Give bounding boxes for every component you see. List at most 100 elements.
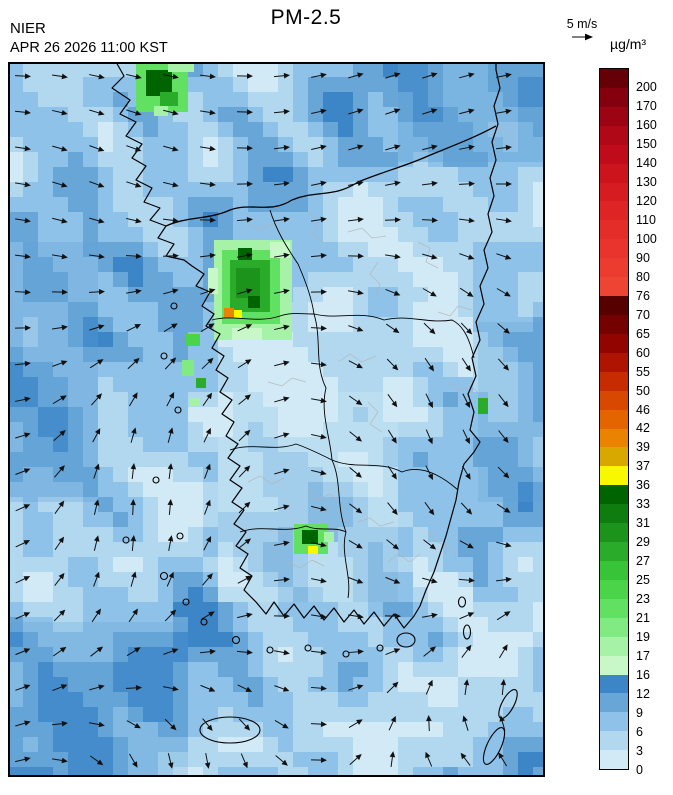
- wind-vector-arrow: [126, 145, 142, 152]
- dmz-line: [165, 125, 497, 227]
- wind-vector-arrow: [497, 323, 510, 334]
- wind-vector-arrow: [311, 108, 327, 115]
- wind-vector-arrow: [274, 396, 290, 403]
- colorbar-segment: [600, 144, 628, 164]
- wind-vector-arrow: [53, 430, 66, 442]
- wind-vector-arrow: [310, 757, 327, 763]
- wind-vector-arrow: [93, 571, 100, 587]
- colorbar-segment: [600, 333, 628, 353]
- wind-vector-arrow: [385, 648, 401, 655]
- wind-vector-arrow: [236, 649, 253, 656]
- wind-vector-arrow: [238, 394, 251, 405]
- wind-vector-arrow: [238, 501, 251, 514]
- colorbar-segment: [600, 296, 628, 315]
- wind-vector-arrow: [495, 144, 512, 151]
- wind-vector-arrow: [89, 684, 105, 691]
- wind-vector-arrow: [424, 357, 435, 372]
- colorbar-segment: [600, 485, 628, 505]
- wind-vector-arrow: [89, 73, 105, 80]
- wind-vector-arrow: [204, 753, 211, 769]
- colorbar-tick-label: 3: [636, 744, 643, 759]
- wind-vector-arrow: [92, 428, 101, 443]
- wind-vector-arrow: [54, 536, 65, 551]
- wind-vector-arrow: [93, 499, 100, 515]
- wind-vector-arrow: [130, 499, 136, 516]
- wind-vector-arrow: [52, 73, 68, 80]
- wind-vector-arrow: [385, 144, 401, 151]
- colorbar-tick-label: 60: [636, 345, 650, 360]
- islands: [122, 302, 518, 765]
- wind-vector-arrow: [496, 541, 512, 548]
- wind-scale-label: 5 m/s: [566, 17, 598, 31]
- wind-vector-arrow: [14, 325, 31, 331]
- wind-vector-arrow: [273, 576, 290, 583]
- colorbar-tick-label: 150: [636, 136, 657, 151]
- colorbar-tick-label: 17: [636, 649, 650, 664]
- wind-vector-arrow: [14, 109, 31, 116]
- wind-vector-arrow: [459, 144, 475, 151]
- wind-vector-arrow: [348, 540, 363, 549]
- colorbar-tick-label: 19: [636, 630, 650, 645]
- wind-vector-arrow: [126, 647, 141, 657]
- colorbar-tick-label: 50: [636, 383, 650, 398]
- colorbar-tick-label: 23: [636, 592, 650, 607]
- colorbar-tick-label: 25: [636, 573, 650, 588]
- wind-vector-arrow: [459, 72, 475, 79]
- colorbar-tick-label: 160: [636, 117, 657, 132]
- wind-vector-arrow: [421, 180, 438, 187]
- wind-vector-arrow: [460, 752, 471, 766]
- wind-vector-arrow: [347, 648, 364, 655]
- wind-vector-arrow: [426, 715, 432, 732]
- wind-vector-arrow: [459, 540, 474, 549]
- wind-vector-arrow: [274, 468, 290, 475]
- pm-hotspot-cell: [182, 360, 194, 376]
- wind-vector-arrow: [89, 721, 105, 728]
- coastline-and-borders: [111, 62, 518, 765]
- colorbar-segment: [600, 636, 628, 656]
- wind-vector-arrow: [274, 216, 290, 223]
- wind-vector-arrow: [163, 181, 179, 188]
- colorbar-tick-label: 120: [636, 193, 657, 208]
- colorbar-segment: [600, 504, 628, 524]
- wind-vector-arrow: [164, 718, 177, 731]
- wind-vector-arrow: [54, 500, 65, 514]
- wind-vector-arrow: [203, 536, 212, 551]
- wind-scale-arrow-icon: [572, 33, 593, 41]
- colorbar-segment: [600, 655, 628, 675]
- wind-vector-arrow: [15, 396, 31, 403]
- colorbar-segment: [600, 239, 628, 259]
- pm-hotspot-cell: [324, 532, 334, 542]
- wind-vector-arrow: [460, 322, 473, 335]
- wind-vector-arrow: [421, 217, 438, 223]
- wind-vector-arrow: [348, 360, 363, 369]
- wind-vector-arrow: [236, 109, 253, 115]
- wind-vector-arrow: [498, 752, 508, 767]
- colorbar-tick-label: 65: [636, 326, 650, 341]
- wind-vector-arrow: [237, 612, 253, 619]
- wind-vector-arrow: [236, 216, 253, 223]
- wind-vector-arrow: [202, 718, 213, 732]
- wind-vector-arrow: [422, 577, 438, 584]
- pm-hotspot-cell: [186, 334, 200, 346]
- colorbar-tick-label: 140: [636, 155, 657, 170]
- wind-vector-arrow: [238, 429, 251, 442]
- wind-vector-arrow: [236, 145, 253, 151]
- wind-vector-arrow: [52, 684, 68, 692]
- pm-hotspot-cell: [168, 62, 194, 72]
- wind-vector-arrow: [52, 395, 67, 405]
- colorbar: 200 170 160 150 140 130 120 110 100 90 80 76 70 65 60 5…: [599, 68, 657, 777]
- colorbar-tick-label: 46: [636, 402, 650, 417]
- map-border: [8, 62, 545, 777]
- colorbar-segment: [600, 693, 628, 713]
- colorbar-segment: [600, 314, 628, 334]
- wind-vector-arrow: [199, 217, 216, 223]
- wind-vector-arrow: [311, 72, 327, 79]
- pm-hotspot-cell: [308, 546, 318, 554]
- colorbar-tick-label: 130: [636, 174, 657, 189]
- wind-vector-arrow: [15, 612, 31, 620]
- wind-vector-arrow: [274, 360, 290, 367]
- wind-vector-arrow: [311, 397, 327, 404]
- pm-hotspot-cell: [190, 398, 200, 406]
- colorbar-segment: [600, 447, 628, 467]
- wind-vector-arrow: [93, 535, 100, 551]
